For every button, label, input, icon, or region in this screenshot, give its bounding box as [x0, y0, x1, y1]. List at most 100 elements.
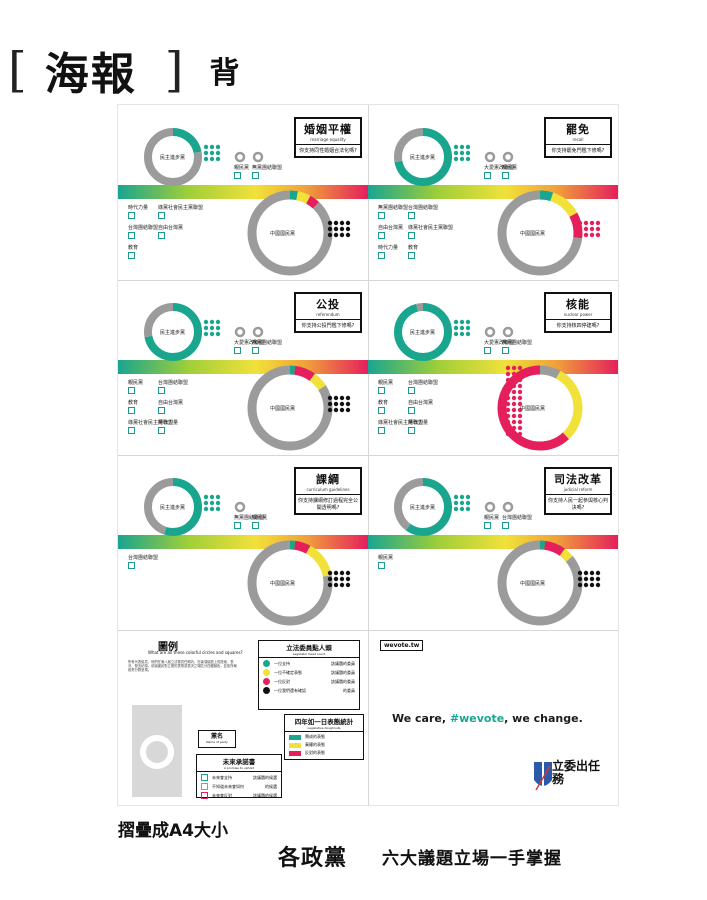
legislator-dot [215, 156, 221, 162]
issue-title: 公投 [316, 298, 340, 311]
party-name-sub: Name of party [206, 740, 228, 744]
promise-checkbox [378, 427, 385, 434]
small-ring-segment [144, 478, 202, 536]
header-side-label: 背 [209, 56, 240, 91]
legislator-dot [589, 220, 595, 226]
promise-checkbox [158, 212, 165, 219]
party-label-text: 台灣團結聯盟 [128, 555, 159, 561]
party-label-text: 無黨團結聯盟 [502, 340, 533, 346]
party-label: 時代力量 [158, 420, 178, 434]
head-count-box: 立法委員點人頭 Legislator head count 一位支持 該議題的委員 … [258, 640, 360, 710]
legislator-dot [511, 419, 517, 425]
legislator-dot [345, 232, 351, 238]
legislator-dot [505, 401, 511, 407]
party-label: 無黨團結聯盟 [234, 515, 264, 529]
party-label-text: 大愛憲改聯盟 [484, 340, 515, 346]
party-label: 時代力量 [128, 205, 148, 219]
legislator-dot [459, 331, 465, 337]
party-label: 自由台灣黨 [158, 225, 183, 239]
head-count-subtitle: Legislator head count [292, 652, 326, 656]
party-label-text: 教育 [378, 400, 389, 406]
issue-title-box: 婚姻平權 marriage equality 你支持同性婚姻合法化嗎? [294, 117, 362, 158]
promise-checkbox [252, 172, 259, 179]
legislator-dot [215, 144, 221, 150]
legislator-dot [215, 150, 221, 156]
legislator-dot [589, 576, 595, 582]
legislator-dot [517, 395, 523, 401]
legislator-dot [595, 570, 601, 576]
doughnut-row: 反對的表態 [305, 750, 325, 755]
legislator-dot [333, 570, 339, 576]
party-label-text: 親民黨 [378, 380, 394, 386]
legislator-dot [505, 425, 511, 431]
party-label: 台灣團結聯盟 [128, 555, 158, 569]
issue-title-en: curriculum guidelines [306, 487, 350, 492]
legislator-dot [339, 570, 345, 576]
legislator-dot [327, 226, 333, 232]
party-label: 無黨團結聯盟 [502, 340, 532, 354]
party-label: 教育 [128, 245, 138, 259]
legislator-dot [203, 506, 209, 512]
issue-title: 司法改革 [554, 473, 602, 486]
big-ring-segment [497, 540, 583, 626]
promise-checkbox [378, 252, 385, 259]
party-label-text: 無黨團結聯盟 [252, 340, 283, 346]
mini-party-ring [484, 501, 496, 513]
fold-line-2 [118, 455, 618, 456]
mini-party-ring [484, 326, 496, 338]
legislator-dot [465, 506, 471, 512]
site-url[interactable]: wevote.tw [380, 640, 424, 651]
party-label: 台灣團結聯盟 [158, 380, 188, 394]
legislator-dot [203, 156, 209, 162]
page-header: [ 海報 ] 背 [8, 40, 239, 100]
legislator-dot [203, 144, 209, 150]
promise-checkbox [158, 387, 165, 394]
small-ring-label: 民主進步黨 [410, 155, 436, 161]
party-label-text: 台灣團結聯盟 [408, 205, 439, 211]
party-label: 親民黨 [234, 165, 249, 179]
legislator-dot [333, 232, 339, 238]
promise-row-label: 未來會反對 [212, 792, 232, 798]
legislator-dot [589, 226, 595, 232]
legislator-dot [327, 232, 333, 238]
issue-chart [144, 303, 351, 451]
legislator-dot [459, 325, 465, 331]
party-label: 無黨團結聯盟 [252, 165, 282, 179]
vote-row-note: 該議題的委員 [331, 660, 355, 666]
legislator-dot [465, 319, 471, 325]
legend-example-ring [140, 735, 174, 769]
issue-panel: 司法改革 judicial reform 你支持人民一起參與核心判決嗎? 中國國民黨 民… [368, 455, 618, 630]
legislator-dot [215, 331, 221, 337]
promise-checkbox [128, 212, 135, 219]
legend-text: 所有代表議員，他們在第八屆立法委員任期內，在幾項議題上的提案、表決、發言紀錄。依… [128, 660, 237, 673]
issue-panel: 罷免 recall 你支持罷免門檻下修嗎? 中國國民黨 民主進步黨 大愛憲改聯盟 親民黨 無黨… [368, 105, 618, 280]
big-ring-segment [497, 365, 583, 451]
party-label-text: 無黨團結聯盟 [234, 515, 265, 521]
promise-box: 未來承諾書 A promise to uphold 未來會支持 該議題的候選 不知道… [196, 754, 282, 799]
legislator-dot [577, 220, 583, 226]
party-label-text: 時代力量 [408, 420, 429, 426]
promise-checkbox [158, 427, 165, 434]
legislator-dot [333, 576, 339, 582]
legislator-dot [517, 407, 523, 413]
party-label-text: 台灣團結聯盟 [128, 225, 159, 231]
promise-checkbox [252, 347, 259, 354]
legislator-dot [511, 371, 517, 377]
vote-row-note: 該議題的委員 [331, 678, 355, 684]
legislator-dot [345, 401, 351, 407]
party-label: 無黨團結聯盟 [378, 205, 408, 219]
big-ring-segment [247, 365, 333, 451]
big-ring-segment [247, 540, 333, 626]
legislator-dot [517, 431, 523, 437]
legislator-dot [327, 220, 333, 226]
legislator-dot [345, 407, 351, 413]
promise-checkbox [502, 172, 509, 179]
mini-party-ring [234, 501, 246, 513]
promise-checkbox [484, 522, 491, 529]
slogan: We care, #wevote, we change. [392, 712, 583, 725]
legislator-dot [339, 395, 345, 401]
issue-title-en: recall [572, 137, 584, 142]
legislator-dot [209, 150, 215, 156]
issue-title-en: judicial reform [563, 487, 593, 492]
promise-row-label: 未來會支持 [212, 774, 232, 780]
